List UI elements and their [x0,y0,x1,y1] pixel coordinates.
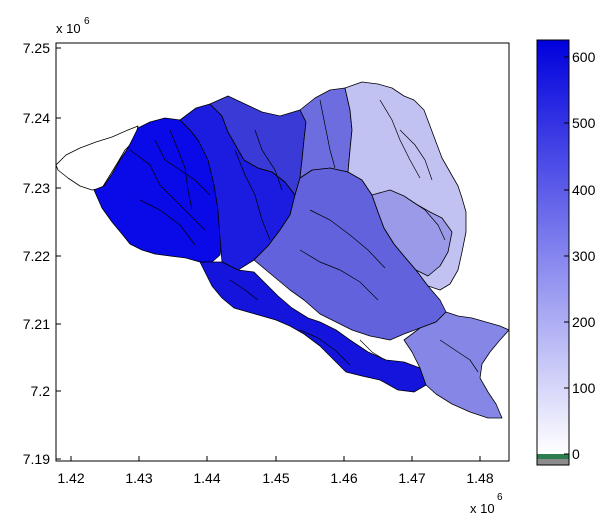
colorbar-tick-label: 300 [572,248,596,264]
x-tick-label: 1.48 [466,470,493,486]
x-tick-label: 1.44 [193,470,220,486]
x-tick-label: 1.45 [262,470,289,486]
map-regions [56,81,509,419]
colorbar-tick-label: 500 [572,115,596,131]
colorbar-nodata-green [537,454,569,459]
colorbar-tick-label: 600 [572,49,596,65]
y-tick-label: 7.21 [23,316,50,332]
x-tick-label: 1.46 [330,470,357,486]
map-region-south-east [403,311,509,419]
colorbar-tick-label: 100 [572,380,596,396]
colorbar-frame [536,39,570,466]
colorbar: 600 500 400 300 200 100 0 [536,39,596,466]
y-tick-label: 7.19 [23,451,50,467]
x-tick-label: 1.43 [125,470,152,486]
y-tick-label: 7.22 [23,248,50,264]
colorbar-tick-label: 0 [572,446,580,462]
x-axis: 1.42 1.43 1.44 1.45 1.46 1.47 1.48 [57,456,494,486]
y-tick-label: 7.24 [23,110,50,126]
x-exponent-label: x 10 [470,501,495,516]
y-axis: 7.25 7.24 7.23 7.22 7.21 7.2 7.19 [23,40,61,467]
y-tick-label: 7.2 [31,383,51,399]
y-exponent-value: 6 [84,16,90,27]
map-region-south [199,261,427,393]
y-exponent-label: x 10 [56,21,81,36]
map-region-north-west-strip [56,125,139,191]
x-exponent-value: 6 [497,492,503,503]
y-tick-label: 7.23 [23,180,50,196]
colorbar-tick-label: 400 [572,182,596,198]
x-tick-label: 1.47 [398,470,425,486]
colorbar-tick-label: 200 [572,314,596,330]
x-tick-label: 1.42 [57,470,84,486]
y-tick-label: 7.25 [23,40,50,56]
map-boundaries [129,99,479,373]
colorbar-gradient [537,40,569,454]
colorbar-nodata-gray [537,459,569,465]
